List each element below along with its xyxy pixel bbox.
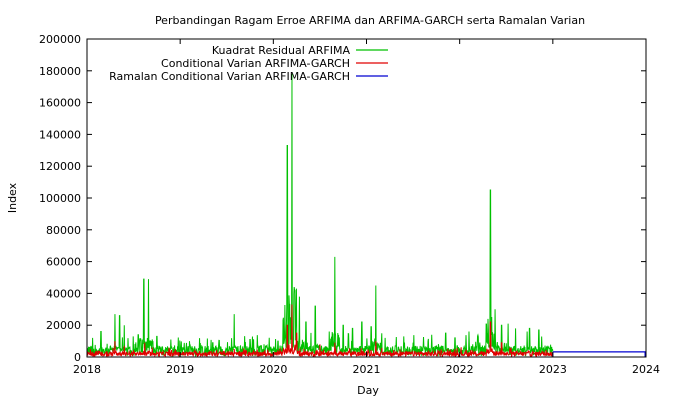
legend-label: Ramalan Conditional Varian ARFIMA-GARCH — [109, 70, 350, 83]
legend-label: Kuadrat Residual ARFIMA — [212, 44, 351, 57]
x-tick-label: 2018 — [73, 363, 101, 376]
x-tick-label: 2024 — [632, 363, 660, 376]
plot-area — [86, 38, 647, 359]
y-tick-label: 20000 — [46, 319, 81, 332]
x-tick-label: 2022 — [446, 363, 474, 376]
y-tick-label: 200000 — [39, 33, 81, 46]
x-tick-label: 2020 — [259, 363, 287, 376]
y-tick-label: 100000 — [39, 192, 81, 205]
x-tick-label: 2019 — [166, 363, 194, 376]
y-tick-label: 120000 — [39, 160, 81, 173]
y-tick-label: 0 — [74, 351, 81, 364]
x-axis: 2018 2019 2020 2021 2022 2023 2024 — [73, 39, 660, 376]
y-tick-label: 40000 — [46, 287, 81, 300]
chart-title: Perbandingan Ragam Erroe ARFIMA dan ARFI… — [155, 14, 585, 27]
y-axis: 0 20000 40000 60000 80000 100000 120000 140000 1… — [39, 33, 646, 364]
y-axis-label: Index — [6, 182, 19, 213]
series-line-kuadrat-residual — [86, 73, 554, 358]
y-tick-label: 140000 — [39, 128, 81, 141]
x-axis-label: Day — [357, 384, 379, 397]
series-layer — [86, 73, 646, 359]
x-tick-label: 2023 — [539, 363, 567, 376]
x-tick-label: 2021 — [353, 363, 381, 376]
series-line-conditional-varian — [86, 304, 554, 359]
y-tick-label: 160000 — [39, 97, 81, 110]
y-tick-label: 180000 — [39, 65, 81, 78]
y-tick-label: 60000 — [46, 256, 81, 269]
legend-label: Conditional Varian ARFIMA-GARCH — [161, 57, 350, 70]
y-tick-label: 80000 — [46, 224, 81, 237]
plot-frame — [86, 38, 647, 358]
